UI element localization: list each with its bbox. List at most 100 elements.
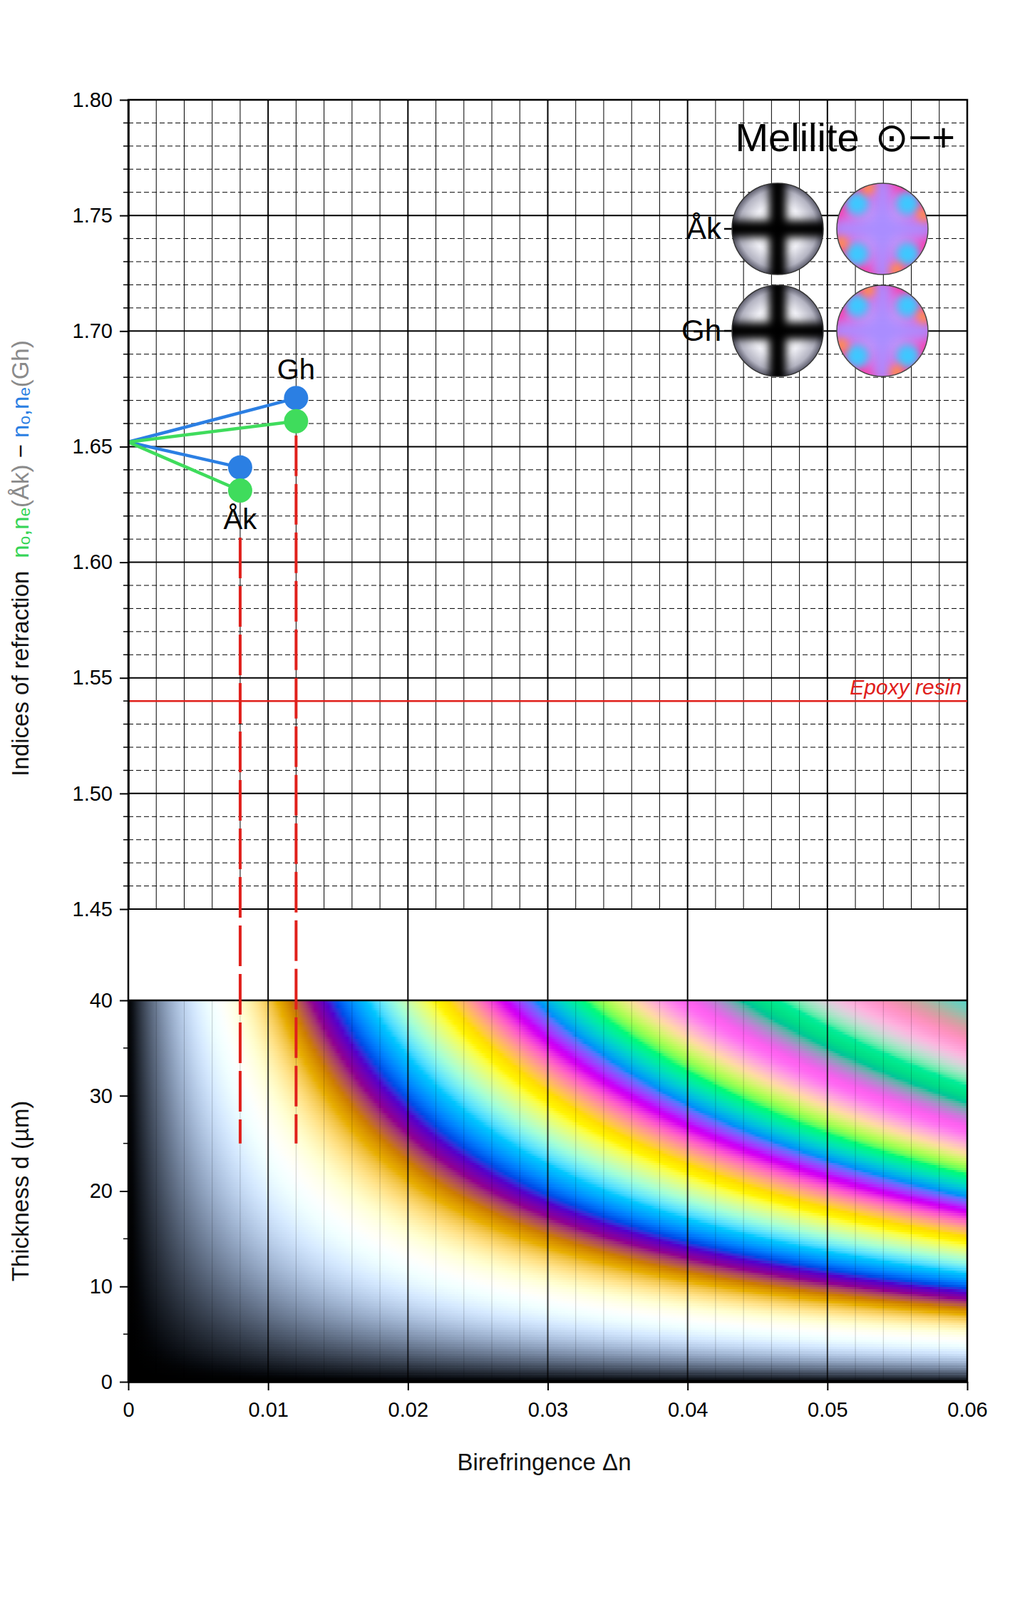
grid-line [406, 99, 409, 1001]
minor-grid-line [659, 1000, 661, 1382]
fan-line [128, 397, 296, 442]
circle [845, 191, 869, 216]
y-axis-line [127, 100, 130, 910]
minor-grid-line [379, 99, 381, 909]
x-tick: 0.02 [388, 1381, 429, 1421]
minor-grid-line [183, 99, 185, 909]
y-minor-tick [123, 469, 129, 471]
circle [845, 242, 869, 266]
y-minor-tick [123, 399, 129, 402]
y-minor-tick [123, 376, 129, 378]
plot-area [128, 385, 968, 701]
fan-line [128, 441, 241, 491]
minor-grid-line [211, 1000, 213, 1382]
y-minor-tick [123, 584, 129, 586]
x-tick-mark [967, 1381, 969, 1390]
grid-line [547, 99, 549, 1001]
frame [128, 99, 968, 1382]
y-axis-title-part: nₒ,nₑ [7, 387, 34, 438]
y-axis-title: Indices of refractionnₒ,nₑ(Åk) − nₒ,nₑ(G… [7, 339, 34, 776]
y-minor-tick [123, 191, 129, 194]
y-tick-mark [119, 1094, 129, 1097]
y-axis-title: Thickness d (µm) [7, 1100, 34, 1282]
minor-grid-line [631, 1000, 633, 1382]
y-minor-tick [123, 145, 129, 147]
y-tick-label: 30 [89, 1084, 113, 1107]
y-tick: 1.45 [72, 897, 129, 921]
y-minor-tick [123, 1238, 129, 1240]
panel-edge [128, 999, 968, 1002]
minor-grid-line [491, 99, 493, 909]
y-minor-tick [123, 284, 129, 286]
y-tick-mark [119, 446, 129, 448]
y-minor-tick [123, 122, 129, 125]
circle [890, 364, 904, 378]
y-tick-mark [119, 1285, 129, 1288]
minor-grid-line [659, 99, 661, 909]
grid-line [128, 677, 968, 679]
circle [835, 338, 849, 352]
minor-grid-line [855, 1000, 857, 1382]
y-tick-label: 10 [89, 1274, 113, 1298]
y-tick-label: 1.80 [72, 88, 113, 112]
y-axis: 1.451.501.551.601.651.701.751.80 [72, 88, 130, 921]
figure-rim [836, 285, 929, 377]
y-tick: 1.50 [72, 781, 129, 805]
y-tick-label: 20 [89, 1178, 113, 1202]
grid-line [128, 1000, 130, 1382]
y-tick: 40 [89, 988, 129, 1012]
y-minor-tick [123, 861, 129, 864]
y-tick-label: 1.75 [72, 203, 113, 227]
minor-grid-line [575, 99, 576, 909]
y-minor-tick [123, 307, 129, 309]
y-tick-label: 1.65 [72, 434, 113, 458]
grid-line [687, 1000, 689, 1382]
y-minor-tick [123, 238, 129, 240]
y-tick-mark [119, 677, 129, 679]
circle [845, 293, 869, 318]
y-axis-title-part: nₒ,nₑ [7, 507, 34, 559]
y-tick-mark [119, 99, 129, 102]
minor-grid-line [519, 99, 521, 909]
figure-connector [724, 228, 733, 231]
minor-grid-line [156, 1000, 157, 1382]
y-axis-title-part: − [7, 437, 34, 465]
guides [240, 435, 296, 1144]
y-tick-mark [119, 1190, 129, 1192]
y-minor-tick [123, 538, 129, 540]
y-tick: 20 [89, 1178, 129, 1202]
y-tick: 1.60 [72, 550, 129, 574]
grid-line [826, 99, 829, 1001]
grid-line [128, 445, 968, 447]
circle [895, 191, 920, 216]
grid-line [128, 561, 968, 564]
minor-grid-line [351, 1000, 353, 1382]
minor-grid-line [771, 1000, 772, 1382]
subtitle: ⊙−+ [875, 114, 956, 160]
y-tick-label: 1.45 [72, 897, 113, 921]
y-tick-mark [119, 330, 129, 333]
guide-line [238, 537, 242, 1144]
grid-line [128, 908, 968, 910]
x-tick-mark [407, 1381, 410, 1390]
grid-line [406, 1000, 409, 1382]
y-minor-tick [123, 699, 129, 702]
minor-grid-line [714, 1000, 716, 1382]
minor-grid-line [351, 99, 353, 909]
chart: Epoxy resinÅkGh1.451.501.551.601.651.701… [0, 0, 1010, 1600]
minor-grid-line [323, 1000, 325, 1382]
figure-rim [836, 183, 929, 275]
x-axis: 00.010.020.030.040.050.06 [122, 1381, 988, 1421]
grid-line [267, 1000, 269, 1382]
reference-line [128, 699, 968, 703]
interference-figure [829, 176, 936, 282]
minor-grid-line [938, 1000, 940, 1382]
guide-line [294, 435, 298, 1144]
y-minor-tick [123, 492, 129, 494]
x-tick: 0.06 [947, 1381, 988, 1421]
figure-label: Gh [681, 313, 722, 348]
y-minor-tick [123, 838, 129, 841]
fan-line [128, 421, 296, 442]
y-tick-mark [119, 1381, 129, 1383]
x-tick-label: 0.03 [528, 1397, 569, 1421]
